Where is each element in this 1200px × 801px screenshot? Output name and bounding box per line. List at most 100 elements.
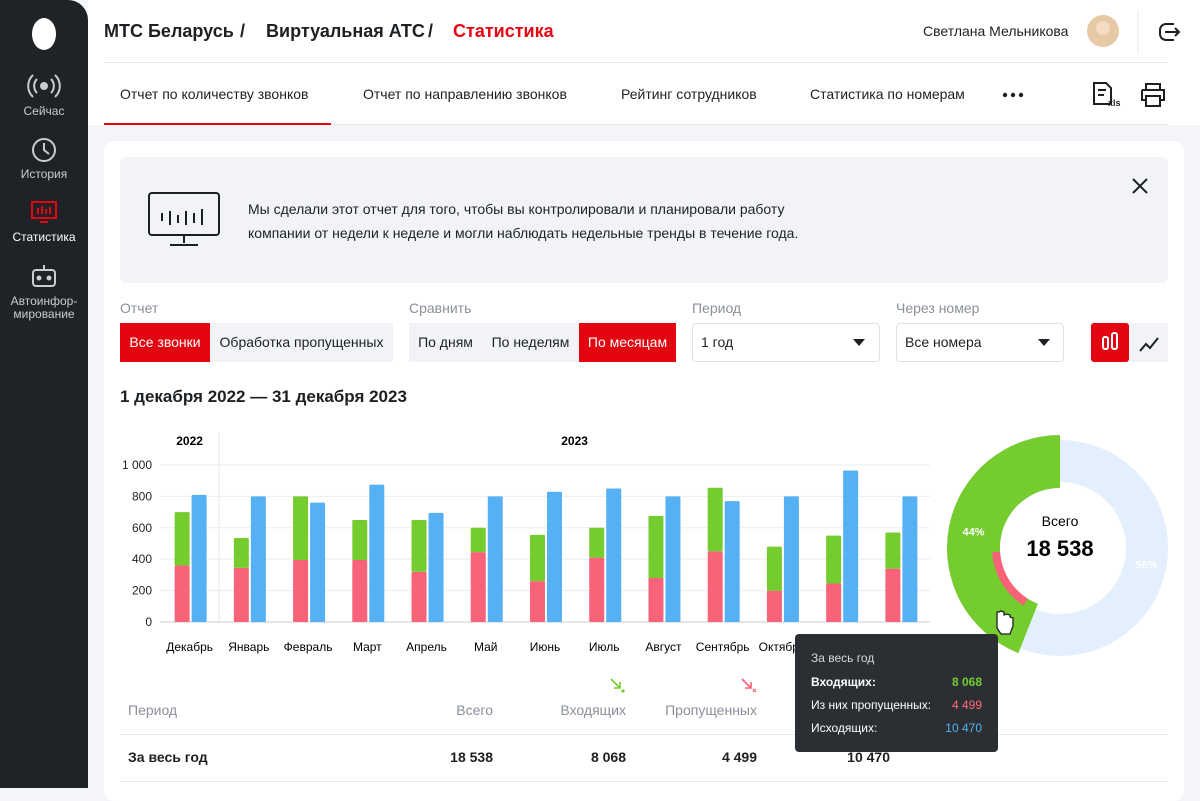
bar: [648, 578, 664, 622]
bar: [885, 568, 901, 622]
segment[interactable]: По дням: [409, 323, 482, 362]
breadcrumb-separator: /: [428, 21, 434, 41]
bar: [589, 527, 605, 558]
header-icons: xls: [1087, 10, 1181, 108]
bar: [191, 494, 207, 622]
donut-label: 44%: [963, 527, 985, 539]
bar: [766, 590, 782, 622]
bar: [233, 538, 249, 568]
nav-label[interactable]: Автоинфор-мирование: [10, 294, 78, 321]
breadcrumb[interactable]: МТС Беларусь: [104, 21, 234, 41]
bar: [411, 519, 427, 572]
x-tick-label: Июль: [589, 640, 620, 654]
x-tick-label: Апрель: [406, 640, 447, 654]
bar: [428, 512, 444, 622]
user-name[interactable]: Светлана Мельникова: [923, 23, 1069, 39]
x-tick-label: Март: [353, 640, 382, 654]
bar: [352, 519, 368, 560]
segment[interactable]: По неделям: [482, 323, 579, 362]
segment-active[interactable]: Все звонки: [120, 323, 210, 362]
segment-active[interactable]: По месяцам: [579, 323, 676, 362]
donut-hole: [1000, 488, 1120, 608]
now-icon: [27, 74, 61, 98]
y-tick-label: 800: [132, 489, 152, 503]
bar: [411, 571, 427, 622]
y-tick-label: 600: [132, 521, 152, 535]
divider: [104, 124, 1168, 125]
bar: [648, 516, 664, 579]
breadcrumb-separator: /: [240, 21, 246, 41]
bar: [530, 534, 545, 582]
column-header: Всего: [456, 702, 493, 718]
more-icon[interactable]: [1000, 88, 1026, 102]
column-header: Период: [128, 702, 178, 718]
filter-label: Сравнить: [409, 300, 472, 316]
tooltip-value: 4 499: [951, 698, 982, 712]
missed-arc: [992, 551, 1028, 606]
bar: [589, 557, 605, 622]
bar: [174, 512, 190, 566]
header: [88, 0, 1200, 125]
bar: [470, 552, 486, 622]
bar: [885, 532, 901, 569]
breadcrumb[interactable]: Виртуальная АТС: [266, 21, 425, 41]
y-tick-label: 0: [145, 615, 152, 629]
tab-active[interactable]: Отчет по количеству звонков: [120, 86, 309, 102]
year-label: 2022: [176, 434, 203, 448]
tab[interactable]: Статистика по номерам: [810, 86, 965, 102]
nav-label-active[interactable]: Статистика: [12, 230, 76, 244]
x-tick-label: Июнь: [530, 640, 561, 654]
banner-icon: [148, 192, 220, 246]
bar-view-toggle[interactable]: [1091, 323, 1129, 362]
x-tick-label: Май: [474, 640, 498, 654]
tooltip-label: Входящих:: [811, 675, 876, 689]
cell: За весь год: [128, 749, 208, 765]
logout-icon[interactable]: [1159, 23, 1181, 41]
cell: 4 499: [721, 749, 757, 765]
tooltip-value: 8 068: [951, 675, 982, 689]
tooltip-value: 10 470: [945, 721, 982, 735]
breadcrumb-current: Статистика: [453, 21, 554, 41]
xls-icon[interactable]: [1093, 82, 1112, 105]
cell: 8 068: [590, 749, 626, 765]
tab-underline: [104, 123, 331, 125]
segment[interactable]: Обработка пропущенных: [210, 323, 393, 362]
x-tick-label: Декабрь: [166, 640, 213, 654]
date-range: 1 декабря 2022 — 31 декабря 2023: [120, 387, 407, 406]
x-tick-label: Сентябрь: [696, 640, 750, 654]
close-icon[interactable]: [1130, 176, 1150, 196]
robot-icon: [32, 265, 56, 287]
select[interactable]: Все номера: [896, 323, 1064, 362]
line-view-toggle[interactable]: [1129, 323, 1168, 362]
tooltip: За весь год Входящих: 8 068 Из них пропуще…: [795, 634, 998, 752]
tab[interactable]: Отчет по направлению звонков: [363, 86, 567, 102]
info-banner: [120, 157, 1168, 283]
sidebar-icons: [27, 18, 61, 287]
bar: [724, 501, 740, 622]
cursor: [996, 610, 1014, 635]
bar: [766, 546, 782, 591]
bar: [902, 496, 918, 622]
x-tick-label: Январь: [228, 640, 269, 654]
filter-label: Отчет: [120, 300, 159, 316]
cell: 10 470: [847, 749, 890, 765]
column-header: Входящих: [560, 702, 626, 718]
select[interactable]: 1 год: [692, 323, 880, 362]
bar: [826, 535, 842, 584]
filter-label: Через номер: [896, 300, 980, 316]
x-tick-label: Февраль: [284, 640, 333, 654]
print-icon[interactable]: [1141, 83, 1165, 107]
nav-label[interactable]: История: [20, 167, 68, 181]
nav-label[interactable]: Сейчас: [23, 104, 65, 118]
donut-slice: [946, 435, 1060, 654]
bar: [707, 551, 723, 622]
bar: [826, 583, 842, 622]
bar: [707, 487, 723, 552]
year-label: 2023: [561, 434, 588, 448]
bar: [369, 484, 385, 622]
tab[interactable]: Рейтинг сотрудников: [621, 86, 757, 102]
y-tick-label: 1 000: [122, 458, 152, 472]
bar: [233, 567, 249, 622]
banner-text: Мы сделали этот отчет для того, чтобы вы…: [248, 201, 799, 241]
